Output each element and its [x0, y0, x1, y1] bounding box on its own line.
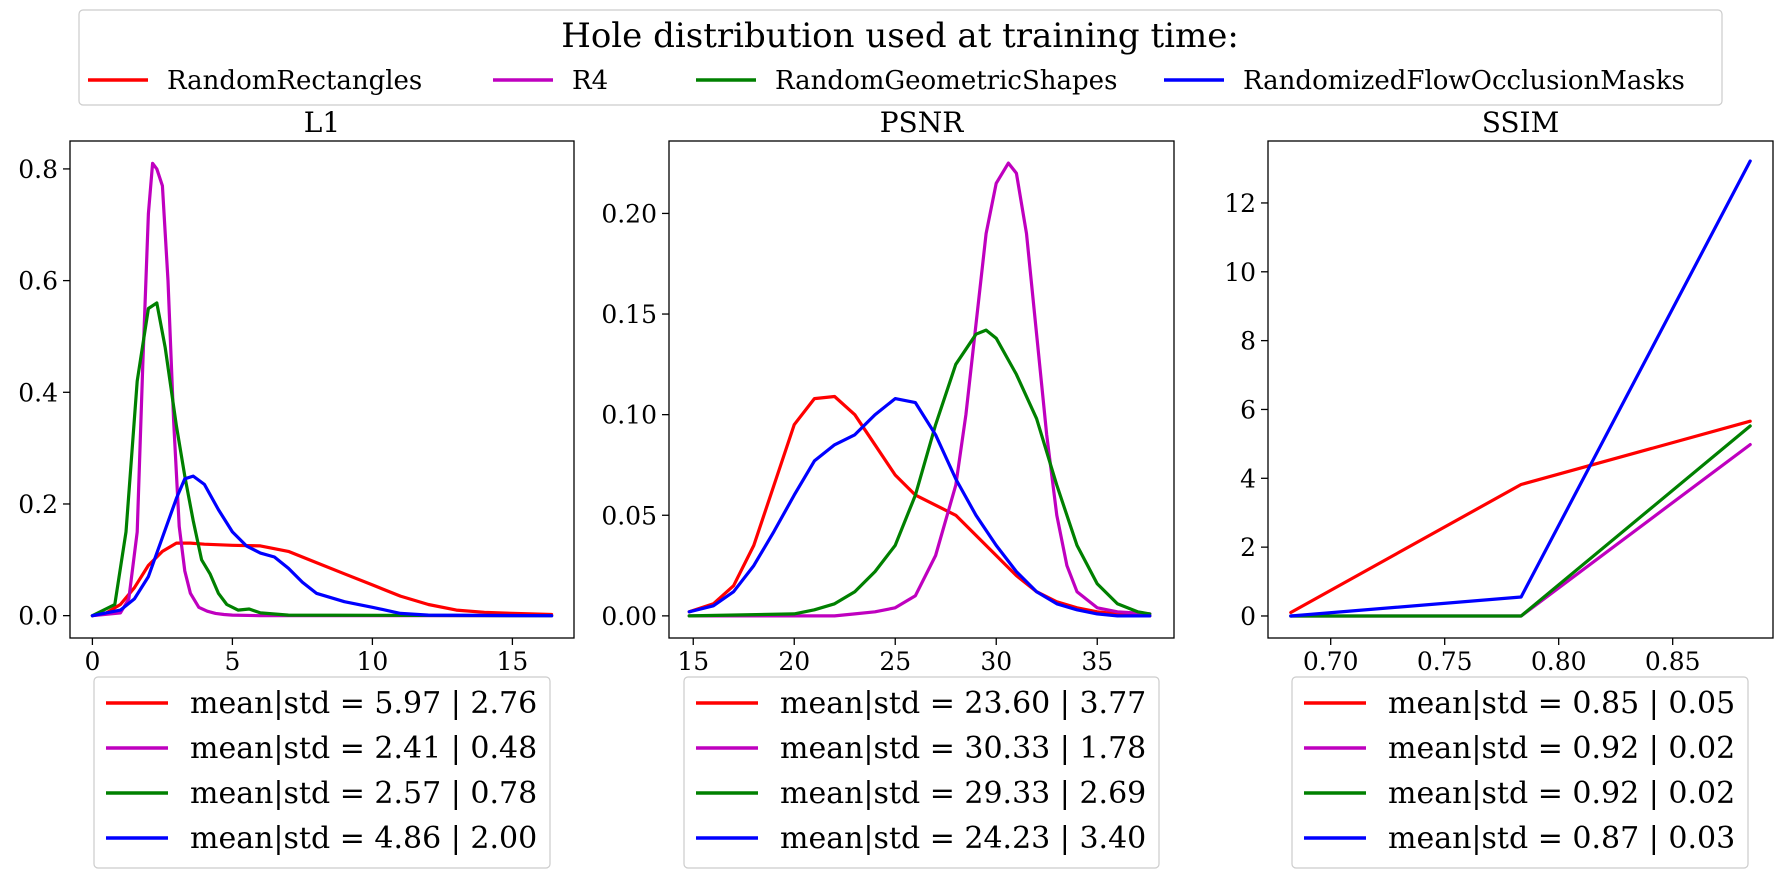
y-tick-label: 4: [1240, 464, 1256, 493]
subplot-ssim: SSIM 0.70 0.75 0.80 0.85 0 2 4 6 8 10 12 mean|std = …: [1224, 106, 1774, 869]
series-line-RandomRectangles: [1289, 419, 1752, 615]
subplot-title: L1: [304, 106, 340, 139]
figure-legend: Hole distribution used at training time:…: [78, 9, 1723, 106]
subplot-psnr: PSNR 15 20 25 30 35 0.00 0.05 0.10 0.15 0.20 mean|s…: [601, 106, 1175, 869]
subplot-legend-label: mean|std = 0.85 | 0.05: [1388, 686, 1735, 721]
subplot-legend-label: mean|std = 0.92 | 0.02: [1388, 776, 1735, 811]
series-line-RandomRectangles: [90, 541, 554, 618]
series-line-RandomizedFlowOcclusionMasks: [687, 397, 1152, 618]
series-line-R4: [687, 161, 1152, 618]
x-tick-label: 15: [496, 647, 528, 676]
subplot-legend: mean|std = 0.85 | 0.05 mean|std = 0.92 | …: [1291, 676, 1749, 869]
x-tick-label: 30: [980, 647, 1012, 676]
subplot-legend-label: mean|std = 24.23 | 3.40: [780, 821, 1146, 856]
x-tick-label: 10: [356, 647, 388, 676]
subplot-legend-label: mean|std = 23.60 | 3.77: [780, 686, 1146, 721]
x-tick-label: 25: [879, 647, 911, 676]
x-tick-label: 15: [677, 647, 709, 676]
subplot-legend-label: mean|std = 0.92 | 0.02: [1388, 731, 1735, 766]
figure-legend-label: R4: [572, 66, 608, 96]
series-lines: [1289, 159, 1752, 618]
series-lines: [687, 161, 1152, 618]
x-tick-label: 5: [224, 647, 240, 676]
y-tick-label: 0.8: [18, 155, 58, 184]
figure-legend-label: RandomGeometricShapes: [775, 66, 1117, 96]
subplot-title: PSNR: [880, 106, 965, 139]
figure-legend-frame: [78, 9, 1723, 106]
subplot-panels: L1 0 5 10 15 0.0 0.2 0.4 0.6 0.8 mean|std = 5.97 |…: [18, 106, 1774, 869]
series-line-RandomizedFlowOcclusionMasks: [90, 474, 554, 618]
figure-legend-entries: RandomRectangles R4 RandomGeometricShapes R…: [88, 66, 1685, 96]
series-line-RandomGeometricShapes: [1289, 424, 1752, 618]
y-tick-label: 12: [1224, 189, 1256, 218]
subplot-l1: L1 0 5 10 15 0.0 0.2 0.4 0.6 0.8 mean|std = 5.97 |…: [18, 106, 575, 869]
subplot-legend-frame: [1291, 676, 1749, 869]
y-tick-label: 0.05: [601, 501, 657, 530]
x-tick-label: 0.75: [1417, 647, 1473, 676]
subplot-legend-label: mean|std = 5.97 | 2.76: [190, 686, 537, 721]
subplot-legend-label: mean|std = 2.41 | 0.48: [190, 731, 537, 766]
y-tick-label: 0.0: [18, 602, 58, 631]
y-tick-label: 0: [1240, 602, 1256, 631]
subplot-legend-label: mean|std = 2.57 | 0.78: [190, 776, 537, 811]
x-tick-label: 0.80: [1531, 647, 1587, 676]
subplot-legend: mean|std = 5.97 | 2.76 mean|std = 2.41 | …: [93, 676, 551, 869]
subplot-legend-label: mean|std = 0.87 | 0.03: [1388, 821, 1735, 856]
subplot-legend-label: mean|std = 30.33 | 1.78: [780, 731, 1146, 766]
subplot-title: SSIM: [1482, 106, 1560, 139]
x-tick-label: 20: [778, 647, 810, 676]
y-tick-label: 0.10: [601, 401, 657, 430]
y-tick-label: 8: [1240, 327, 1256, 356]
y-tick-label: 0.2: [18, 490, 58, 519]
series-line-RandomGeometricShapes: [687, 328, 1152, 618]
axes-frame: [668, 140, 1175, 639]
series-line-RandomRectangles: [687, 394, 1152, 618]
figure-title: Hole distribution used at training time:: [561, 16, 1239, 56]
x-tick-label: 0.70: [1303, 647, 1359, 676]
series-line-RandomGeometricShapes: [90, 301, 554, 618]
y-tick-label: 2: [1240, 533, 1256, 562]
series-line-R4: [1289, 443, 1752, 618]
subplot-legend-label: mean|std = 4.86 | 2.00: [190, 821, 537, 856]
y-tick-label: 6: [1240, 395, 1256, 424]
subplot-legend-frame: [93, 676, 551, 869]
y-tick-label: 10: [1224, 258, 1256, 287]
figure-legend-label: RandomizedFlowOcclusionMasks: [1243, 66, 1685, 96]
figure-legend-label: RandomRectangles: [167, 66, 422, 96]
y-tick-label: 0.6: [18, 267, 58, 296]
subplot-legend-label: mean|std = 29.33 | 2.69: [780, 776, 1146, 811]
y-tick-label: 0.4: [18, 378, 58, 407]
subplot-legend: mean|std = 23.60 | 3.77 mean|std = 30.33 …: [683, 676, 1160, 869]
series-line-RandomizedFlowOcclusionMasks: [1289, 159, 1752, 618]
x-tick-label: 0: [84, 647, 100, 676]
x-tick-label: 35: [1081, 647, 1113, 676]
axes-frame: [1267, 140, 1774, 639]
x-tick-label: 0.85: [1645, 647, 1701, 676]
y-tick-label: 0.15: [601, 300, 657, 329]
series-line-R4: [90, 161, 554, 618]
y-tick-label: 0.20: [601, 199, 657, 228]
series-lines: [90, 161, 554, 618]
y-tick-label: 0.00: [601, 602, 657, 631]
axes-frame: [69, 140, 575, 639]
subplot-legend-frame: [683, 676, 1160, 869]
